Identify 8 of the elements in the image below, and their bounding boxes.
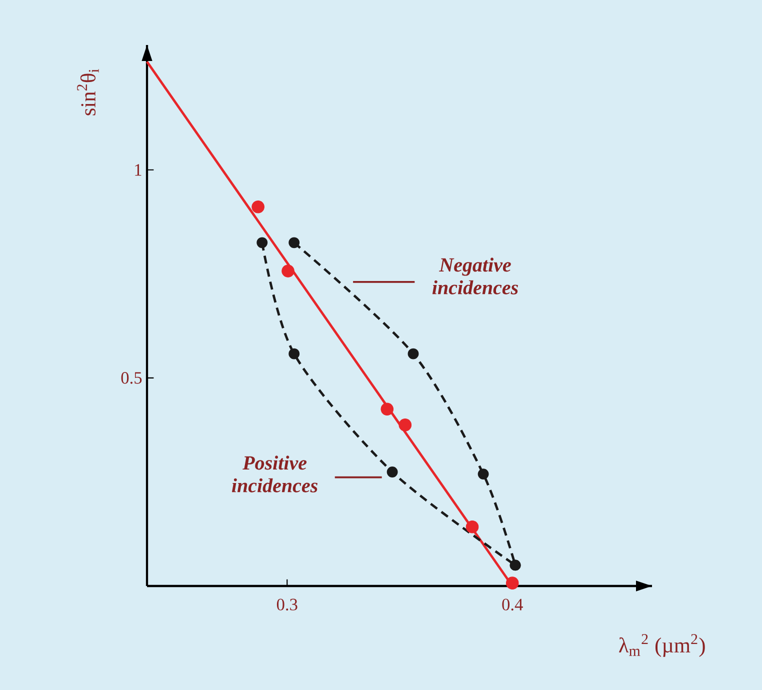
y-axis-title: sin$^{2}$θ$_{i}$ [77, 68, 99, 116]
annotation: Negative incidences [432, 258, 518, 294]
x-axis-title: λ$_{m}$$^{2}$ (µm$^{2}$) [619, 634, 705, 657]
x-tick-label: 0.4 [502, 598, 523, 610]
y-tick-label: 1 [135, 164, 142, 176]
x-tick-label: 0.3 [276, 598, 298, 610]
y-tick-label: 0.5 [121, 372, 142, 384]
annotation: Positive incidences [232, 456, 318, 492]
